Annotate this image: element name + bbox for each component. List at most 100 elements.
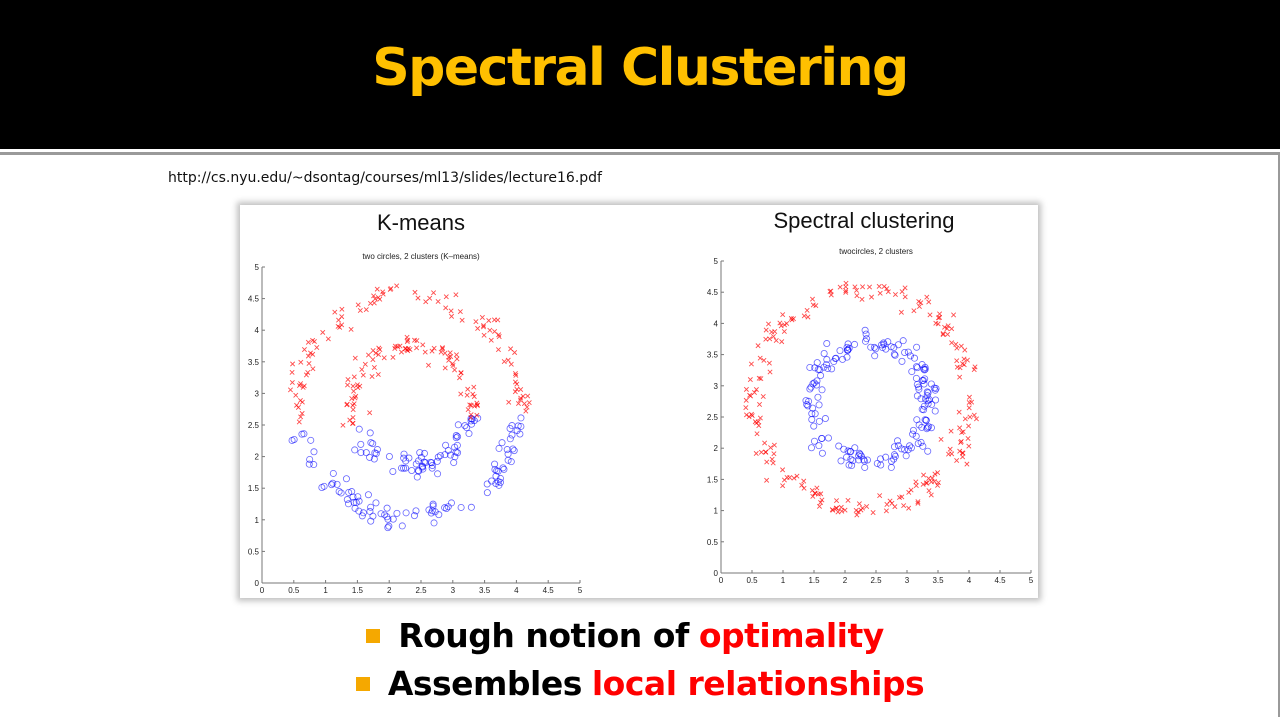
data-point-cluster-2 — [318, 483, 326, 491]
data-point-cluster-2 — [307, 436, 315, 444]
data-point-cluster-1 — [770, 334, 776, 340]
data-point-cluster-1 — [757, 401, 763, 407]
data-point-cluster-1 — [293, 392, 299, 398]
data-point-cluster-1 — [465, 407, 471, 413]
data-point-cluster-1 — [496, 332, 502, 338]
data-point-cluster-1 — [763, 327, 769, 333]
data-point-cluster-1 — [301, 383, 307, 389]
data-point-cluster-1 — [468, 415, 474, 421]
x-tick-label: 4.5 — [543, 586, 555, 595]
data-point-cluster-2 — [508, 431, 516, 439]
data-point-cluster-1 — [948, 428, 954, 434]
data-point-cluster-1 — [748, 361, 754, 367]
data-point-cluster-2 — [310, 461, 318, 469]
bullet-text: Assembles — [387, 664, 583, 703]
data-point-cluster-1 — [961, 362, 967, 368]
data-point-cluster-1 — [518, 386, 524, 392]
data-point-cluster-1 — [852, 284, 858, 290]
data-point-cluster-1 — [760, 393, 766, 399]
data-point-cluster-1 — [761, 357, 767, 363]
data-point-cluster-2 — [923, 425, 931, 433]
data-point-cluster-2 — [816, 366, 824, 374]
data-point-cluster-1 — [958, 438, 964, 444]
data-point-cluster-2 — [412, 507, 420, 515]
data-point-cluster-1 — [853, 507, 859, 513]
data-point-cluster-2 — [427, 509, 435, 517]
data-point-cluster-1 — [470, 391, 476, 397]
data-point-cluster-1 — [381, 355, 387, 361]
data-point-cluster-1 — [860, 284, 866, 290]
data-point-cluster-1 — [954, 358, 960, 364]
data-point-cluster-1 — [427, 295, 433, 301]
data-point-cluster-1 — [458, 370, 464, 376]
data-point-cluster-1 — [508, 346, 514, 352]
data-point-cluster-1 — [353, 393, 359, 399]
data-point-cluster-1 — [370, 348, 376, 354]
bullet-square-icon — [355, 677, 370, 691]
data-point-cluster-1 — [784, 320, 790, 327]
data-point-cluster-1 — [350, 414, 356, 421]
data-point-cluster-1 — [962, 416, 968, 422]
data-point-cluster-1 — [928, 479, 934, 485]
data-point-cluster-2 — [429, 502, 437, 510]
data-point-cluster-2 — [837, 457, 845, 465]
data-point-cluster-1 — [370, 357, 376, 363]
data-point-cluster-2 — [504, 450, 512, 458]
x-tick-label: 4.5 — [994, 576, 1006, 585]
data-point-cluster-1 — [452, 367, 458, 373]
data-point-cluster-2 — [506, 435, 514, 443]
y-tick-label: 4 — [255, 326, 260, 335]
data-point-cluster-1 — [892, 291, 898, 298]
data-point-cluster-2 — [921, 375, 929, 383]
data-point-cluster-2 — [811, 410, 819, 418]
data-point-cluster-2 — [879, 344, 887, 352]
data-point-cluster-1 — [804, 307, 810, 313]
data-point-cluster-1 — [344, 382, 351, 388]
data-point-cluster-2 — [434, 453, 442, 461]
bullet-item: Rough notion of optimality — [0, 612, 1280, 660]
data-point-cluster-1 — [404, 347, 410, 353]
data-point-cluster-2 — [342, 475, 350, 483]
data-point-cluster-1 — [924, 480, 930, 486]
data-point-cluster-1 — [306, 361, 312, 367]
data-point-cluster-2 — [384, 515, 392, 523]
data-point-cluster-2 — [902, 452, 910, 460]
data-point-cluster-2 — [367, 503, 375, 511]
data-point-cluster-1 — [310, 351, 316, 357]
data-point-cluster-1 — [443, 294, 449, 300]
data-point-cluster-1 — [298, 359, 304, 365]
data-point-cluster-1 — [515, 401, 522, 407]
x-tick-label: 0 — [719, 576, 724, 585]
data-point-cluster-1 — [423, 299, 429, 305]
data-point-cluster-1 — [429, 348, 435, 354]
data-point-cluster-1 — [362, 361, 368, 367]
data-point-cluster-1 — [325, 336, 331, 342]
data-point-cluster-1 — [957, 425, 963, 431]
data-point-cluster-2 — [923, 388, 931, 396]
data-point-cluster-1 — [764, 477, 770, 483]
data-point-cluster-2 — [861, 463, 869, 471]
data-point-cluster-1 — [781, 328, 787, 334]
data-point-cluster-2 — [931, 407, 939, 415]
data-point-cluster-2 — [917, 438, 925, 446]
data-point-cluster-1 — [752, 419, 758, 425]
data-point-cluster-1 — [799, 482, 805, 488]
x-tick-label: 5 — [578, 586, 583, 595]
data-point-cluster-1 — [867, 284, 873, 290]
data-point-cluster-2 — [920, 380, 928, 388]
data-point-cluster-1 — [884, 286, 890, 292]
data-point-cluster-2 — [915, 385, 923, 393]
data-point-cluster-1 — [398, 349, 404, 355]
data-point-cluster-1 — [962, 347, 968, 353]
data-point-cluster-2 — [806, 385, 814, 393]
data-point-cluster-2 — [901, 348, 909, 356]
data-point-cluster-1 — [926, 488, 932, 494]
data-point-cluster-2 — [913, 343, 921, 351]
data-point-cluster-1 — [465, 386, 471, 392]
data-point-cluster-2 — [921, 416, 929, 424]
data-point-cluster-2 — [920, 402, 928, 410]
data-point-cluster-1 — [954, 457, 960, 464]
data-point-cluster-1 — [523, 408, 529, 414]
data-point-cluster-2 — [828, 365, 836, 373]
data-point-cluster-1 — [949, 340, 955, 346]
